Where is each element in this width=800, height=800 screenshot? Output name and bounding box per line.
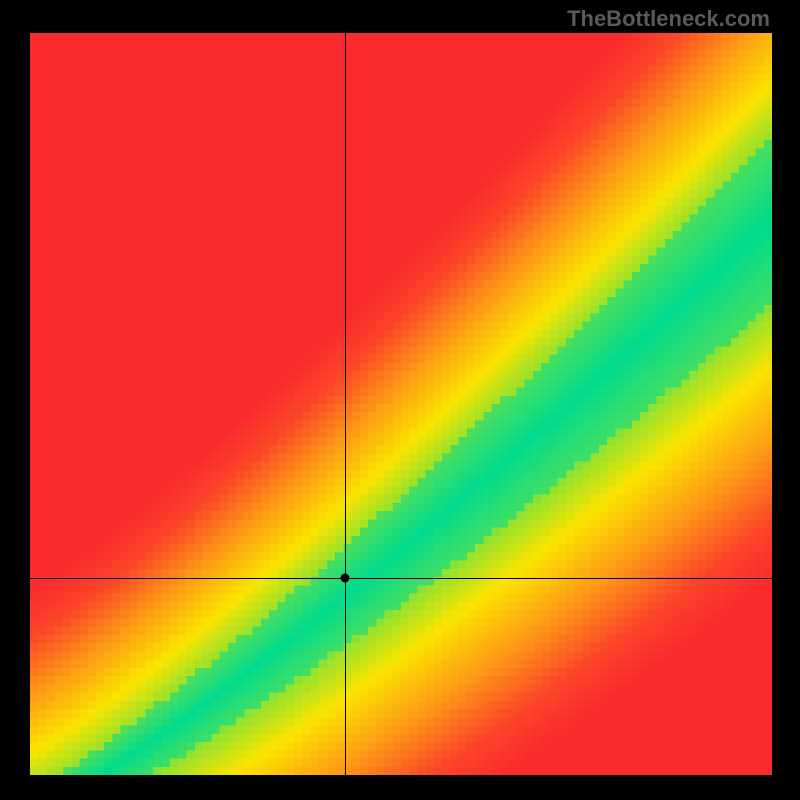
heatmap-canvas [30, 33, 772, 775]
crosshair-vertical [345, 33, 346, 775]
crosshair-horizontal [30, 578, 772, 579]
watermark-text: TheBottleneck.com [567, 6, 770, 32]
crosshair-marker-dot [341, 574, 350, 583]
heatmap-plot-area [30, 33, 772, 775]
